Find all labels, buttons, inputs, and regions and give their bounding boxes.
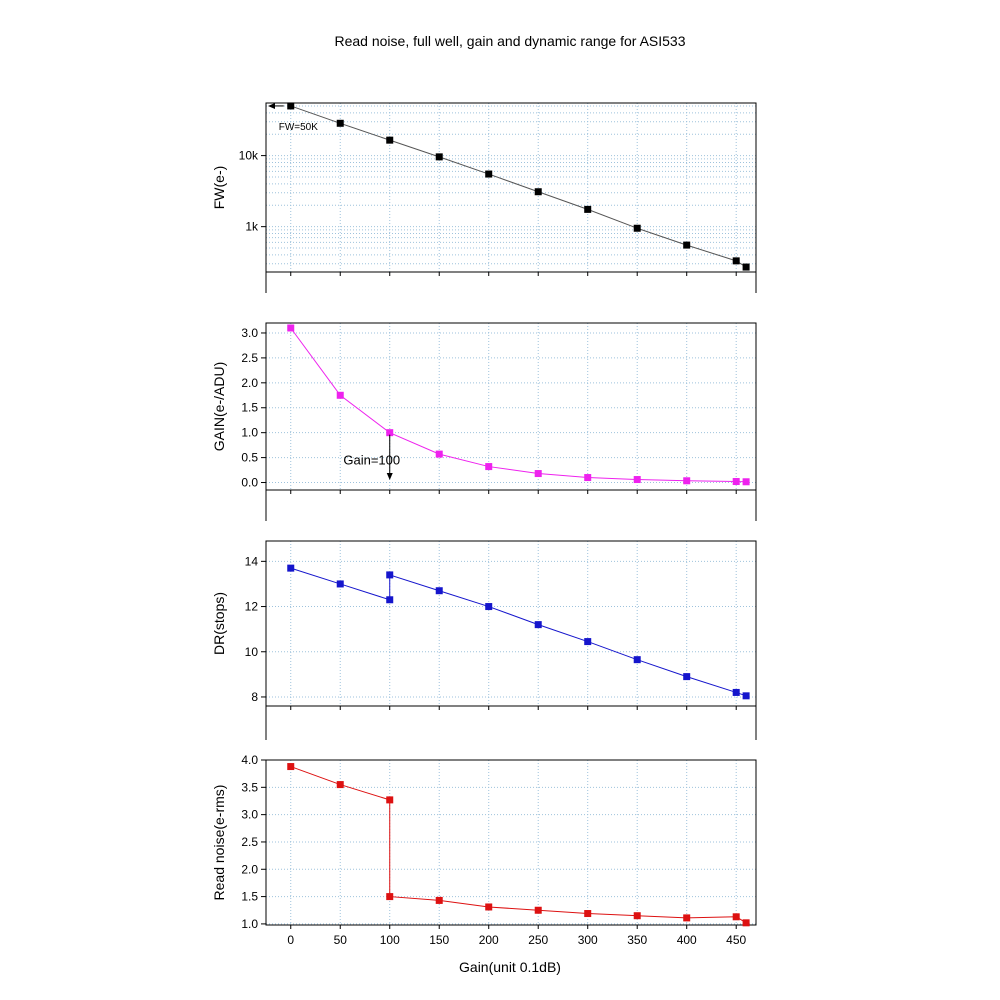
plot-frame (265, 540, 757, 707)
y-tick-label: 0.5 (241, 451, 258, 465)
data-point (683, 241, 691, 249)
x-tick-label: 150 (429, 933, 449, 947)
y-tick-label: 2.5 (241, 835, 258, 849)
panel-rn: 1.0 1.5 2.0 2.5 3.0 3.5 4.0 Read noise(e-rms) 0 5… (211, 753, 757, 947)
data-point (386, 893, 394, 901)
data-point (336, 391, 344, 399)
data-point (287, 763, 295, 771)
data-point (732, 478, 740, 486)
chart-title: Read noise, full well, gain and dynamic … (335, 33, 686, 49)
data-point (742, 919, 750, 927)
data-point (386, 136, 394, 144)
y-tick-label: 2.5 (241, 351, 258, 365)
data-point (584, 638, 592, 646)
annotation-arrowhead (268, 102, 275, 109)
data-point (287, 324, 295, 332)
y-axis-label: Read noise(e-rms) (211, 785, 227, 901)
data-point (435, 153, 443, 161)
data-point (584, 205, 592, 213)
data-point (732, 257, 740, 265)
y-tick-label: 0.0 (241, 476, 258, 490)
data-point (534, 621, 542, 629)
y-axis-label: DR(stops) (211, 592, 227, 655)
annotation-arrowhead (386, 473, 393, 480)
x-axis-label: Gain(unit 0.1dB) (459, 959, 561, 975)
y-tick-label: 1.5 (241, 890, 258, 904)
y-tick-label: 10 (245, 645, 259, 659)
data-point (287, 102, 295, 110)
x-tick-label: 450 (726, 933, 746, 947)
data-point (683, 477, 691, 485)
data-point (534, 188, 542, 196)
panel-fw: 1k 10k FW(e-) FW=50K (211, 102, 757, 276)
panel-gain: 0.0 0.5 1.0 1.5 2.0 2.5 3.0 GAIN(e-/ADU) Gain=10… (211, 322, 757, 494)
x-tick-label: 400 (677, 933, 697, 947)
x-tick-label: 50 (334, 933, 348, 947)
y-tick-label: 4.0 (241, 753, 258, 767)
data-point (386, 571, 394, 579)
y-tick-label: 2.0 (241, 376, 258, 390)
data-point (534, 906, 542, 914)
plot-frame (265, 102, 757, 273)
annotation-label: FW=50K (279, 122, 319, 133)
data-point (336, 580, 344, 588)
data-point (336, 119, 344, 127)
data-point (485, 903, 493, 911)
data-point (287, 564, 295, 572)
data-point (386, 429, 394, 437)
data-point (742, 263, 750, 271)
y-tick-label: 8 (251, 690, 258, 704)
data-point (435, 587, 443, 595)
series-line (290, 766, 747, 924)
panel-dr: 8 10 12 14 DR(stops) (211, 540, 757, 710)
x-tick-label: 350 (627, 933, 647, 947)
data-point (485, 463, 493, 471)
y-tick-label: 2.0 (241, 862, 258, 876)
y-tick-label: 3.0 (241, 808, 258, 822)
x-tick-label: 250 (528, 933, 548, 947)
data-point (633, 912, 641, 920)
y-tick-label: 14 (245, 554, 259, 568)
x-tick-label: 200 (479, 933, 499, 947)
y-tick-label: 1.0 (241, 426, 258, 440)
data-point (485, 170, 493, 178)
y-axis-label: FW(e-) (211, 166, 227, 210)
data-point (534, 470, 542, 478)
data-point (742, 478, 750, 486)
x-tick-label: 300 (578, 933, 598, 947)
y-tick-label: 12 (245, 600, 259, 614)
data-point (386, 596, 394, 604)
plot-frame (265, 322, 757, 491)
data-point (584, 910, 592, 918)
data-point (435, 450, 443, 458)
data-point (683, 673, 691, 681)
y-tick-label: 3.5 (241, 780, 258, 794)
data-point (742, 692, 750, 700)
x-tick-label: 0 (287, 933, 294, 947)
data-point (732, 688, 740, 696)
data-point (435, 896, 443, 904)
x-tick-label: 100 (380, 933, 400, 947)
y-axis-label: GAIN(e-/ADU) (211, 362, 227, 451)
data-point (485, 603, 493, 611)
data-point (633, 656, 641, 664)
data-point (633, 476, 641, 484)
annotation-label: Gain=100 (343, 453, 400, 468)
y-tick-label: 1.0 (241, 917, 258, 931)
plot-frame (265, 759, 757, 926)
data-point (336, 781, 344, 789)
y-tick-label: 3.0 (241, 326, 258, 340)
y-tick-label: 1k (245, 220, 259, 234)
data-point (732, 913, 740, 921)
panels: 1k 10k FW(e-) FW=50K 0.0 0.5 1.0 1.5 2.0 2.5 3.0 GA… (211, 102, 757, 947)
data-point (584, 474, 592, 482)
y-tick-label: 1.5 (241, 401, 258, 415)
data-point (633, 224, 641, 232)
data-point (683, 914, 691, 922)
series-line (290, 567, 747, 697)
y-tick-label: 10k (239, 149, 259, 163)
data-point (386, 796, 394, 804)
